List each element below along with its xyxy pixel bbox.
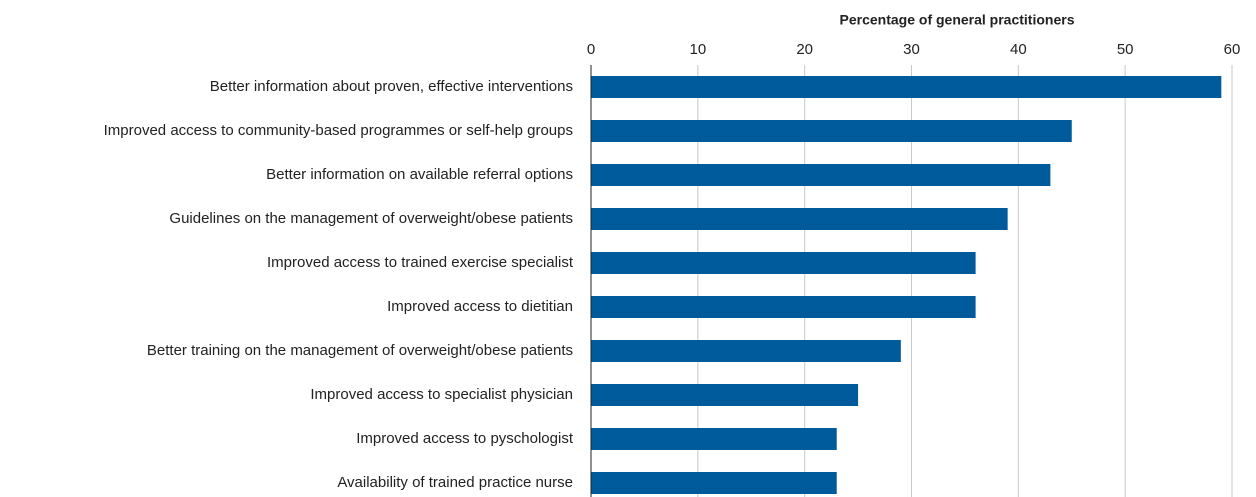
y-tick-label: Improved access to dietitian (387, 298, 573, 315)
bar (591, 164, 1051, 186)
y-tick-label: Better information on available referral… (266, 166, 573, 183)
bar (591, 472, 837, 494)
y-tick-label: Improved access to community-based progr… (104, 122, 573, 139)
x-tick-label: 50 (1117, 41, 1134, 58)
bar (591, 296, 976, 318)
y-tick-label: Improved access to specialist physician (310, 386, 573, 403)
bar (591, 76, 1222, 98)
x-tick-label: 20 (796, 41, 813, 58)
axis-title: Percentage of general practitioners (840, 12, 1075, 28)
bar (591, 252, 976, 274)
y-tick-label: Better training on the management of ove… (147, 342, 573, 359)
x-tick-label: 10 (689, 41, 706, 58)
bar (591, 340, 901, 362)
bar (591, 384, 859, 406)
y-tick-label: Improved access to pyschologist (356, 430, 574, 447)
y-tick-label: Guidelines on the management of overweig… (169, 210, 573, 227)
x-tick-label: 40 (1010, 41, 1027, 58)
bar (591, 428, 837, 450)
x-tick-label: 60 (1224, 41, 1241, 58)
bar (591, 120, 1072, 142)
x-tick-label: 0 (587, 41, 595, 58)
y-tick-label: Better information about proven, effecti… (210, 78, 573, 95)
bar (591, 208, 1008, 230)
y-tick-label: Availability of trained practice nurse (337, 474, 573, 491)
y-tick-label: Improved access to trained exercise spec… (267, 254, 574, 271)
x-tick-label: 30 (903, 41, 920, 58)
